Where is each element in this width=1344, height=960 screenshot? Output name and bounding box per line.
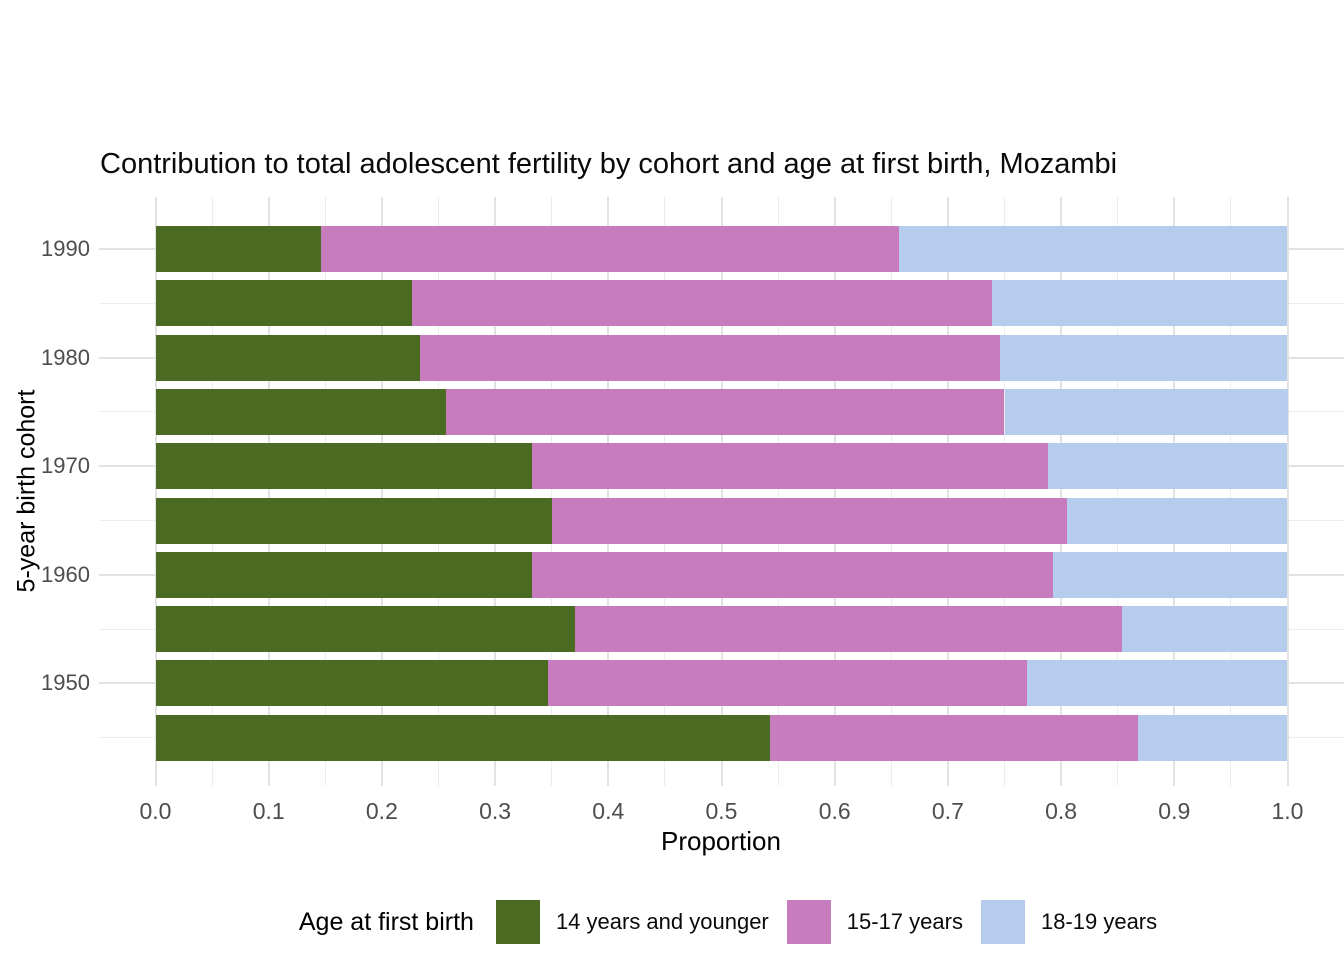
bar-segment <box>575 606 1123 653</box>
major-gridline-vertical <box>1173 197 1176 786</box>
y-tick-label: 1980 <box>41 344 90 370</box>
legend-item: 14 years and younger <box>495 900 769 944</box>
y-tick-label: 1950 <box>41 670 90 696</box>
x-axis-title: Proportion <box>661 826 781 856</box>
major-gridline-vertical <box>607 197 610 786</box>
x-tick-label: 0.0 <box>139 798 172 824</box>
bar-segment <box>992 280 1288 327</box>
major-gridline-vertical <box>154 197 157 786</box>
bar-segment <box>155 660 549 707</box>
bar-segment <box>532 443 1048 490</box>
legend-swatch <box>495 900 540 944</box>
minor-gridline-vertical <box>211 197 213 786</box>
x-tick-label: 0.7 <box>931 798 964 824</box>
legend: Age at first birth 14 years and younger 1… <box>112 896 1344 948</box>
x-tick-label: 0.5 <box>705 798 738 824</box>
y-tick-label: 1960 <box>41 561 90 587</box>
bar-segment <box>1122 606 1288 653</box>
bar-segment <box>155 334 421 381</box>
bar-segment <box>899 226 1288 272</box>
bar-segment <box>1066 497 1288 544</box>
legend-title: Age at first birth <box>298 907 474 936</box>
bar-segment <box>155 226 321 272</box>
major-gridline-vertical <box>946 197 949 786</box>
minor-gridline-vertical <box>324 197 326 786</box>
bar-segment <box>1047 443 1288 490</box>
bar-segment <box>155 497 552 544</box>
y-tick-label: 1990 <box>41 236 90 261</box>
major-gridline-vertical <box>1060 197 1063 786</box>
bar-segment <box>1053 551 1288 598</box>
legend-item: 18-19 years <box>980 900 1158 944</box>
minor-gridline-vertical <box>1117 197 1119 786</box>
bar-segment <box>999 334 1288 381</box>
bar-segment <box>320 226 900 272</box>
minor-gridline-vertical <box>438 197 439 786</box>
bar-segment <box>548 660 1028 707</box>
legend-item: 15-17 years <box>786 900 963 944</box>
major-gridline-vertical <box>833 197 836 786</box>
minor-gridline-vertical <box>664 197 666 786</box>
bar-segment <box>155 714 771 761</box>
minor-gridline-vertical <box>1004 197 1005 786</box>
bar-segment <box>155 388 447 435</box>
major-gridline-vertical <box>267 197 270 786</box>
bar-segment <box>770 714 1139 761</box>
x-tick-label: 1.0 <box>1271 798 1304 824</box>
bar-segment <box>155 280 413 327</box>
x-tick-label: 0.9 <box>1158 798 1191 824</box>
major-gridline-vertical <box>720 197 723 786</box>
bar-segment <box>155 551 533 598</box>
bar-segment <box>551 497 1067 544</box>
minor-gridline-vertical <box>890 197 892 786</box>
y-tick-label: 1970 <box>41 453 90 479</box>
chart-title: Contribution to total adolescent fertili… <box>100 148 1118 180</box>
legend-swatch <box>786 900 831 944</box>
minor-gridline-vertical <box>1230 197 1232 786</box>
x-tick-label: 0.1 <box>252 798 285 824</box>
bar-segment <box>446 388 1005 435</box>
bar-segment <box>532 551 1054 598</box>
legend-swatch <box>980 900 1025 944</box>
minor-gridline-vertical <box>777 197 779 786</box>
minor-gridline-vertical <box>551 197 553 786</box>
bar-segment <box>420 334 1000 381</box>
x-tick-label: 0.4 <box>592 798 625 824</box>
bar-segment <box>412 280 993 327</box>
plot-panel <box>99 197 1344 786</box>
legend-label: 15-17 years <box>846 909 963 934</box>
legend-label: 14 years and younger <box>555 909 769 934</box>
bar-segment <box>155 443 533 490</box>
major-gridline-vertical <box>380 197 383 786</box>
major-gridline-vertical <box>494 197 497 786</box>
x-tick-label: 0.2 <box>365 798 398 824</box>
x-tick-label: 0.8 <box>1045 798 1078 824</box>
bar-segment <box>155 606 576 653</box>
bar-segment <box>1138 714 1288 761</box>
bar-segment <box>1027 660 1288 707</box>
legend-label: 18-19 years <box>1040 909 1158 934</box>
major-gridline-vertical <box>1286 197 1289 786</box>
bar-segment <box>1004 388 1288 435</box>
x-tick-label: 0.3 <box>479 798 512 824</box>
x-tick-label: 0.6 <box>818 798 851 824</box>
